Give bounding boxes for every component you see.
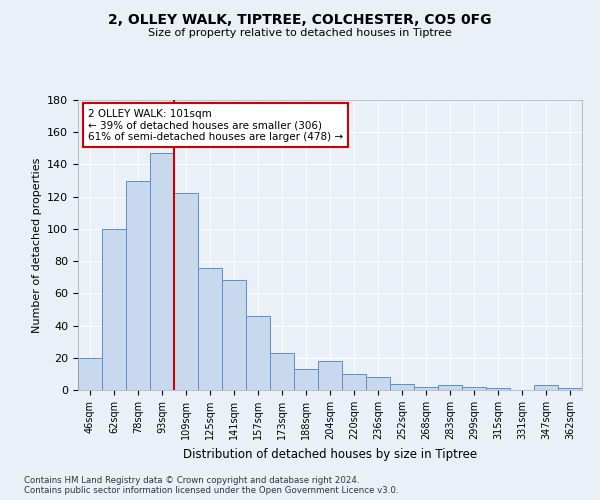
Bar	[366, 377, 390, 390]
Bar	[462, 387, 486, 390]
Bar	[534, 385, 558, 390]
Bar	[270, 353, 294, 390]
Bar	[198, 268, 222, 390]
Text: 2, OLLEY WALK, TIPTREE, COLCHESTER, CO5 0FG: 2, OLLEY WALK, TIPTREE, COLCHESTER, CO5 …	[108, 12, 492, 26]
Text: 2 OLLEY WALK: 101sqm
← 39% of detached houses are smaller (306)
61% of semi-deta: 2 OLLEY WALK: 101sqm ← 39% of detached h…	[88, 108, 343, 142]
Text: Contains HM Land Registry data © Crown copyright and database right 2024.
Contai: Contains HM Land Registry data © Crown c…	[24, 476, 398, 495]
Bar	[486, 388, 510, 390]
Bar	[222, 280, 246, 390]
Bar	[390, 384, 414, 390]
Bar	[78, 358, 102, 390]
Bar	[318, 361, 342, 390]
Bar	[294, 369, 318, 390]
Y-axis label: Number of detached properties: Number of detached properties	[32, 158, 41, 332]
Bar	[126, 180, 150, 390]
Bar	[558, 388, 582, 390]
Bar	[246, 316, 270, 390]
Text: Size of property relative to detached houses in Tiptree: Size of property relative to detached ho…	[148, 28, 452, 38]
X-axis label: Distribution of detached houses by size in Tiptree: Distribution of detached houses by size …	[183, 448, 477, 460]
Bar	[342, 374, 366, 390]
Bar	[174, 194, 198, 390]
Bar	[102, 229, 126, 390]
Bar	[414, 387, 438, 390]
Bar	[150, 153, 174, 390]
Bar	[438, 385, 462, 390]
